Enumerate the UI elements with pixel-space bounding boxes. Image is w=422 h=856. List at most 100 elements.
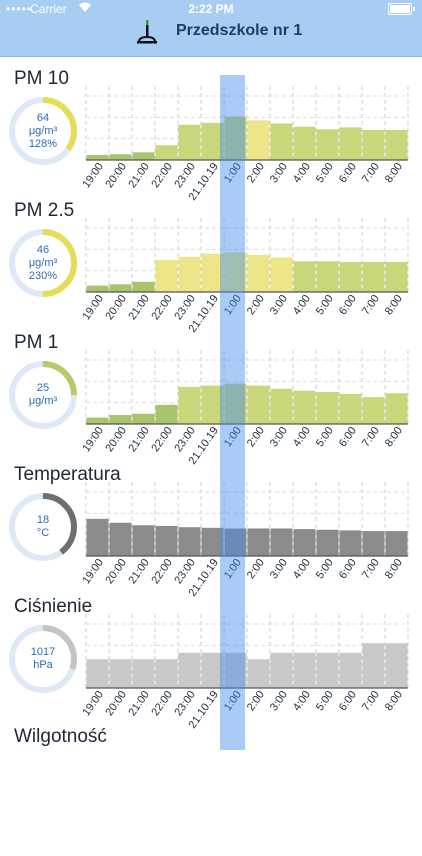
bar-22:00[interactable] [155, 404, 178, 424]
bar-3:00[interactable] [270, 388, 293, 424]
gauge-value: 46 [36, 243, 50, 256]
bar-7:00[interactable] [362, 643, 385, 688]
selected-hour-highlight[interactable] [220, 75, 245, 750]
bar-20:00[interactable] [109, 522, 132, 556]
bar-1:00[interactable] [224, 252, 247, 292]
bar-5:00[interactable] [316, 652, 339, 688]
section-title: Wilgotność [14, 726, 107, 747]
bar-1:00[interactable] [224, 116, 247, 160]
bar-4:00[interactable] [293, 529, 316, 556]
bar-4:00[interactable] [293, 126, 316, 160]
hour-label: 20:00 [103, 293, 129, 322]
gauge-value: 1017 [30, 646, 56, 658]
bar-3:00[interactable] [270, 652, 293, 688]
bar-20:00[interactable] [109, 415, 132, 424]
bar-19:00[interactable] [86, 518, 109, 556]
hour-label: 7:00 [360, 293, 382, 317]
bar-7:00[interactable] [362, 397, 385, 424]
bar-8:00[interactable] [385, 261, 408, 292]
bar-2:00[interactable] [247, 385, 270, 424]
hour-label: 19:00 [80, 161, 106, 190]
section-2: PM 1 25 μg/m³ 19:00 20:00 21:00 22:00 23:00 21.1… [0, 332, 422, 467]
bar-2:00[interactable] [247, 528, 270, 556]
bar-7:00[interactable] [362, 261, 385, 292]
section-4: Ciśnienie 1017 hPa 19:00 20:00 21:00 22:00 23:0… [0, 596, 422, 731]
bar-21:00[interactable] [132, 525, 155, 556]
bar-22:00[interactable] [155, 145, 178, 160]
bar-8:00[interactable] [385, 643, 408, 688]
bar-23:00[interactable] [178, 256, 201, 292]
bar-19:00[interactable] [86, 285, 109, 292]
signal-icon: ••••• [6, 2, 33, 16]
bar-21:00[interactable] [132, 413, 155, 424]
bar-22:00[interactable] [155, 260, 178, 292]
section-title: Temperatura [14, 464, 121, 485]
bar-3:00[interactable] [270, 123, 293, 160]
hour-label: 2:00 [245, 293, 267, 317]
bar-5:00[interactable] [316, 129, 339, 160]
gauge: 1017 hPa [8, 624, 78, 694]
bar-20:00[interactable] [109, 154, 132, 160]
hour-label: 21:00 [126, 689, 152, 718]
bar-3:00[interactable] [270, 257, 293, 292]
bar-21:00[interactable] [132, 659, 155, 688]
carrier-label: Carrier [30, 2, 67, 16]
bar-23:00[interactable] [178, 386, 201, 424]
hour-label: 6:00 [337, 689, 359, 713]
gauge-value: 64 [36, 111, 50, 124]
bar-6:00[interactable] [339, 261, 362, 292]
hour-label: 6:00 [337, 161, 359, 185]
bar-2:00[interactable] [247, 120, 270, 160]
bar-19:00[interactable] [86, 154, 109, 160]
bar-21.10.19[interactable] [201, 652, 224, 688]
station-title: Przedszkole nr 1 [176, 22, 303, 39]
hour-label: 21:00 [126, 293, 152, 322]
bar-2:00[interactable] [247, 254, 270, 292]
bar-21.10.19[interactable] [201, 253, 224, 292]
bar-21.10.19[interactable] [201, 527, 224, 556]
bar-8:00[interactable] [385, 531, 408, 556]
bar-6:00[interactable] [339, 530, 362, 556]
bar-6:00[interactable] [339, 652, 362, 688]
bar-5:00[interactable] [316, 392, 339, 424]
bar-5:00[interactable] [316, 529, 339, 556]
bar-7:00[interactable] [362, 531, 385, 556]
bar-4:00[interactable] [293, 652, 316, 688]
bar-20:00[interactable] [109, 284, 132, 292]
bar-1:00[interactable] [224, 383, 247, 424]
bar-23:00[interactable] [178, 124, 201, 160]
gauge-percent: 128% [28, 137, 58, 150]
bar-21:00[interactable] [132, 152, 155, 160]
bar-22:00[interactable] [155, 659, 178, 688]
bar-22:00[interactable] [155, 525, 178, 556]
bar-6:00[interactable] [339, 127, 362, 160]
bar-8:00[interactable] [385, 393, 408, 424]
bar-19:00[interactable] [86, 417, 109, 424]
hour-label: 22:00 [149, 425, 175, 454]
hour-label: 5:00 [314, 689, 336, 713]
bar-23:00[interactable] [178, 652, 201, 688]
bar-4:00[interactable] [293, 390, 316, 424]
bar-8:00[interactable] [385, 129, 408, 160]
bar-23:00[interactable] [178, 527, 201, 556]
bar-21:00[interactable] [132, 281, 155, 292]
bar-21.10.19[interactable] [201, 385, 224, 424]
bar-2:00[interactable] [247, 659, 270, 688]
bar-19:00[interactable] [86, 659, 109, 688]
bar-21.10.19[interactable] [201, 122, 224, 160]
section-1: PM 2.5 46 μg/m³ 230% 19:00 20:00 21:00 22:00 23:… [0, 200, 422, 335]
bar-4:00[interactable] [293, 261, 316, 292]
gauge-arc [9, 493, 77, 561]
bar-1:00[interactable] [224, 528, 247, 556]
hour-label: 2:00 [245, 425, 267, 449]
bar-20:00[interactable] [109, 659, 132, 688]
bar-7:00[interactable] [362, 129, 385, 160]
battery-icon [388, 3, 415, 15]
hour-label: 8:00 [383, 689, 405, 713]
hour-label: 19:00 [80, 689, 106, 718]
bar-3:00[interactable] [270, 528, 293, 556]
bar-6:00[interactable] [339, 393, 362, 424]
bar-5:00[interactable] [316, 261, 339, 292]
bar-1:00[interactable] [224, 652, 247, 688]
hour-label: 2:00 [245, 161, 267, 185]
